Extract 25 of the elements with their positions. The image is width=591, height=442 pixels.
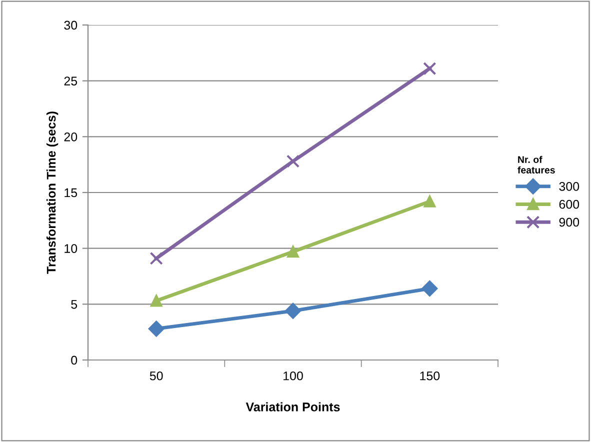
legend-label: 600 — [559, 200, 580, 209]
y-tick-label: 0 — [71, 356, 78, 365]
y-tick-label: 20 — [64, 132, 78, 142]
point — [423, 62, 436, 76]
x-tick-label: 100 — [284, 371, 303, 380]
legend-label: 300 — [559, 182, 580, 191]
y-tick-label: 30 — [64, 20, 78, 30]
x-tick-label: 50 — [150, 371, 163, 380]
legend-label: 900 — [559, 218, 580, 227]
point — [287, 246, 299, 258]
x-tick-label: 150 — [420, 371, 440, 380]
legend-title: Nr. of features — [518, 156, 555, 174]
point — [286, 154, 300, 168]
point — [150, 252, 163, 265]
y-tick-label: 10 — [64, 244, 78, 253]
y-tick-label: 25 — [64, 76, 78, 86]
y-axis-title: Transformation Time (secs) — [46, 112, 58, 274]
point — [285, 302, 301, 319]
point — [150, 294, 162, 307]
point — [422, 280, 438, 296]
point — [148, 320, 164, 337]
y-tick-label: 5 — [71, 300, 78, 309]
x-axis-title: Variation Points — [246, 402, 340, 412]
y-tick-label: 15 — [64, 188, 78, 198]
point — [424, 196, 436, 208]
